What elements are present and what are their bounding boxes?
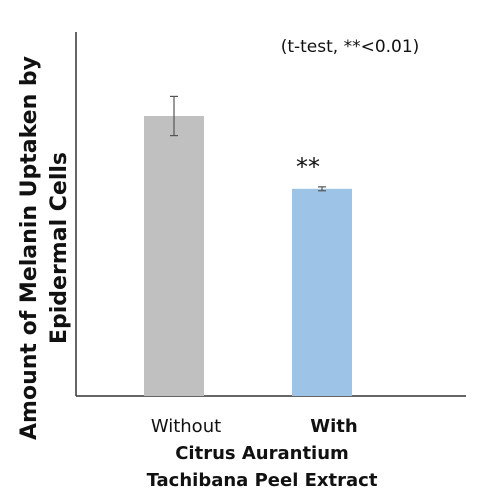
- category-label-with: With: [310, 416, 357, 437]
- y-axis-label-line2: Epidermal Cells: [47, 152, 72, 344]
- category-label-without: Without: [151, 416, 221, 437]
- group-label-line1: Citrus Aurantium: [175, 443, 349, 464]
- group-label-line2: Tachibana Peel Extract: [147, 470, 378, 491]
- bar-marks: **: [144, 95, 352, 396]
- y-axis-label-line1: Amount of Melanin Uptaken by: [17, 56, 42, 440]
- stat-test-annotation: (t-test, **<0.01): [281, 37, 420, 57]
- bar-with: [292, 188, 352, 396]
- significance-marker: **: [296, 153, 320, 181]
- bar-without: [144, 116, 204, 396]
